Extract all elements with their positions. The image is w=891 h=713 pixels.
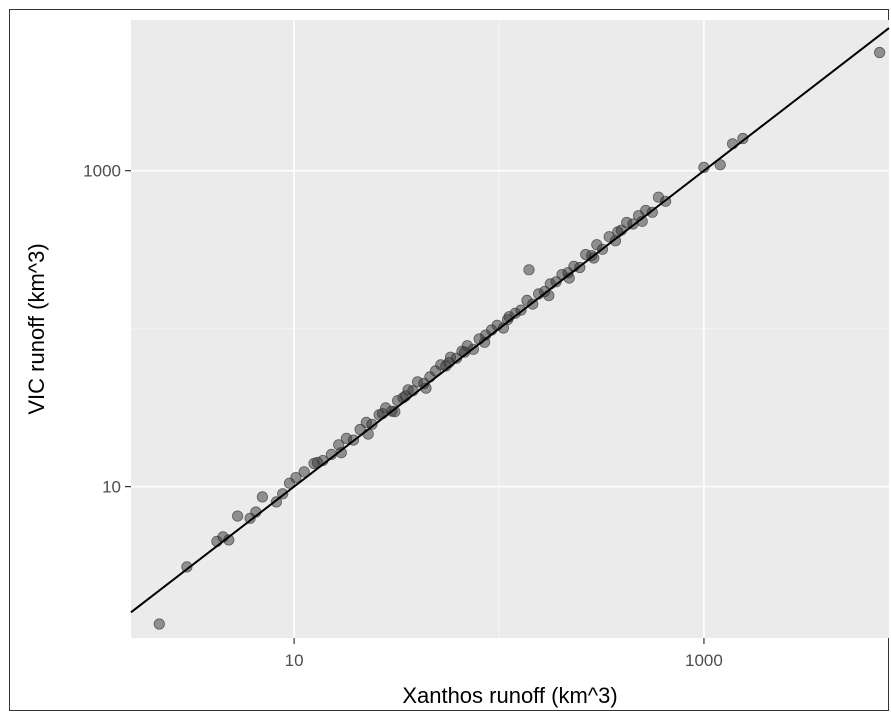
data-point xyxy=(181,561,193,573)
data-point xyxy=(501,314,514,326)
identity-reference-line xyxy=(130,27,890,614)
data-point xyxy=(335,447,347,459)
y-tick-label: 1000 xyxy=(83,162,121,181)
data-point xyxy=(232,510,244,522)
data-point xyxy=(389,406,401,418)
data-point xyxy=(714,159,726,171)
y-axis-ticks: 10 1000 xyxy=(83,162,131,497)
data-point xyxy=(298,466,310,478)
data-point xyxy=(737,132,749,145)
data-point xyxy=(153,618,165,630)
y-axis-title: VIC runoff (km^3) xyxy=(24,243,49,414)
data-point xyxy=(588,252,600,264)
data-point xyxy=(290,471,302,484)
data-point xyxy=(478,336,491,348)
data-point xyxy=(523,264,535,276)
x-axis-ticks: 10 1000 xyxy=(285,638,723,670)
x-axis-title: Xanthos runoff (km^3) xyxy=(402,683,617,708)
y-tick-label: 10 xyxy=(102,478,121,497)
major-grid xyxy=(131,20,889,638)
x-tick-label: 1000 xyxy=(685,651,723,670)
data-point xyxy=(366,418,378,430)
data-point xyxy=(256,491,268,503)
data-point xyxy=(873,46,886,59)
x-tick-label: 10 xyxy=(285,651,304,670)
